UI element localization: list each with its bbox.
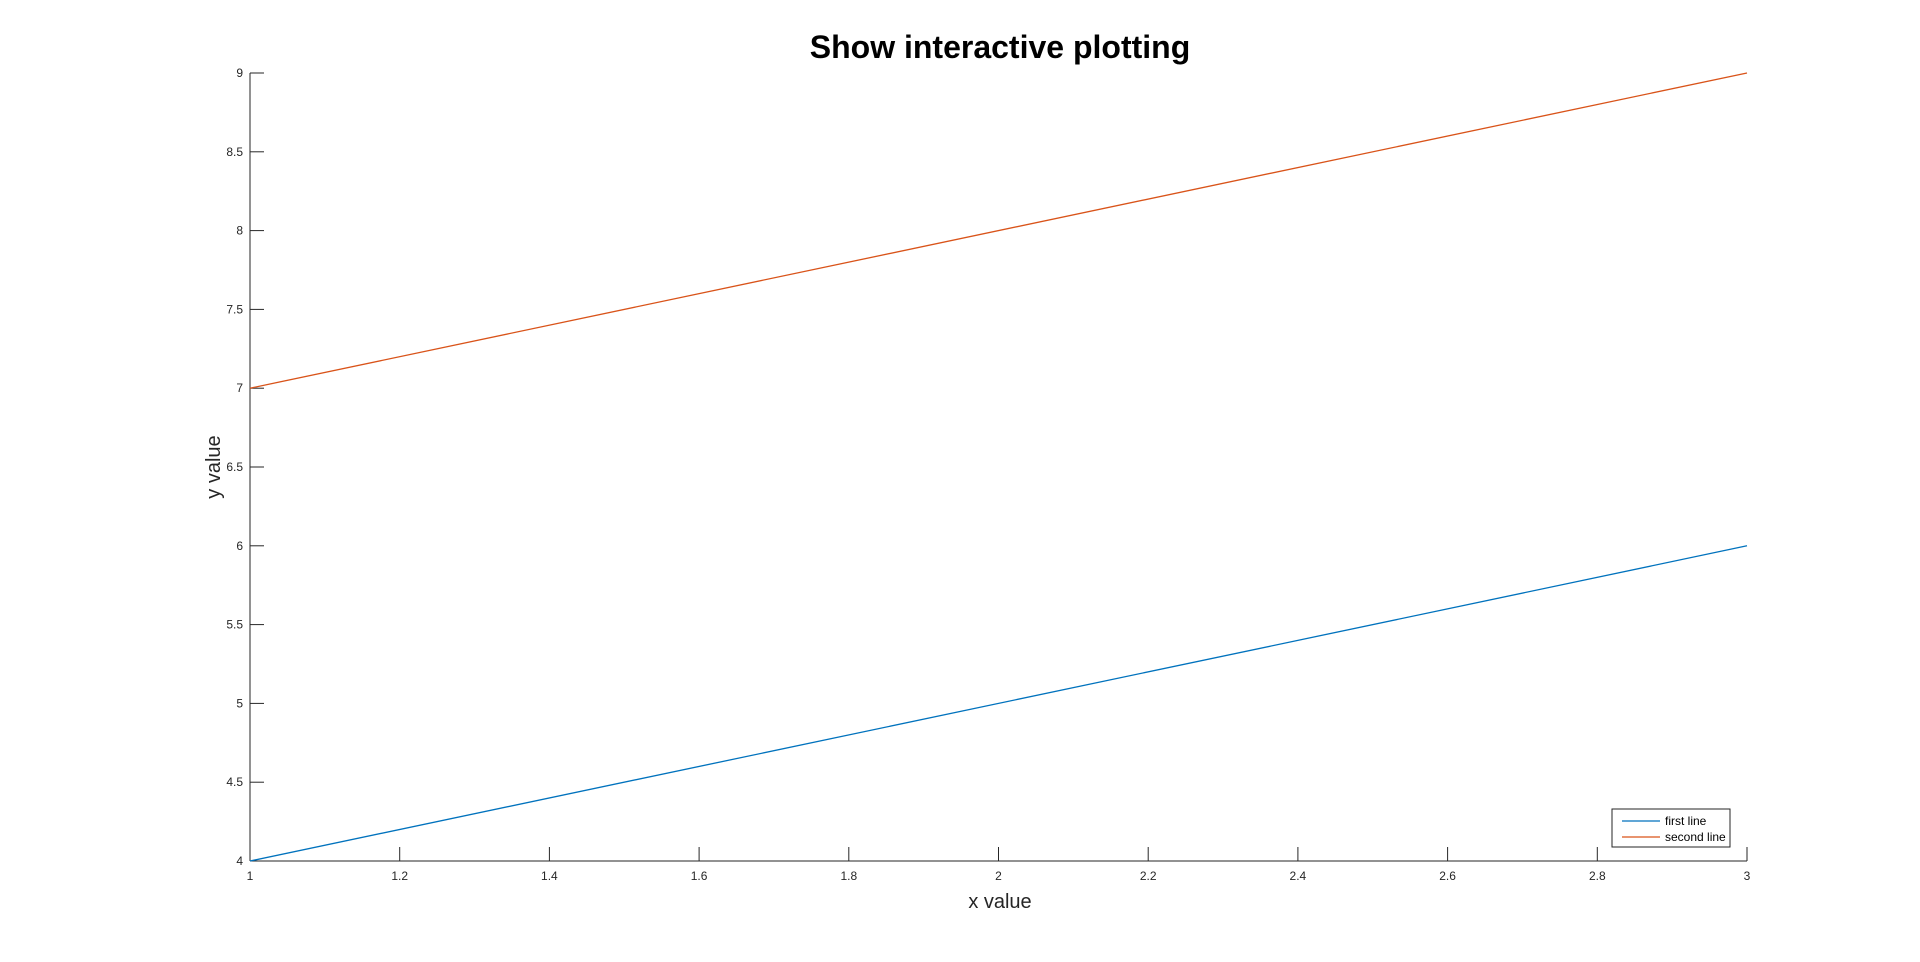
x-tick-label: 2.2 (1140, 869, 1157, 883)
y-tick-label: 8 (236, 224, 243, 238)
x-tick-label: 2.4 (1290, 869, 1307, 883)
y-tick-label: 9 (236, 66, 243, 80)
y-tick-label: 7.5 (226, 302, 243, 316)
y-tick-label: 6 (236, 539, 243, 553)
chart-title: Show interactive plotting (810, 29, 1190, 65)
series-line-second-line[interactable] (249, 72, 1748, 389)
y-axis-label: y value (203, 435, 225, 498)
legend[interactable]: first line second line (1611, 808, 1731, 848)
legend-entry-label: first line (1665, 814, 1707, 828)
x-axis-label: x value (968, 891, 1031, 913)
x-tick-label: 3 (1744, 869, 1751, 883)
x-tick-label: 1.6 (691, 869, 708, 883)
legend-entry-label: second line (1665, 830, 1726, 844)
y-tick-label: 5 (236, 696, 243, 710)
y-tick-label: 6.5 (226, 460, 243, 474)
x-tick-label: 2.6 (1439, 869, 1456, 883)
y-tick-label: 5.5 (226, 618, 243, 632)
x-tick-label: 1.4 (541, 869, 558, 883)
plot-lines (249, 72, 1748, 862)
y-tick-label: 8.5 (226, 145, 243, 159)
axes: 1 1.2 1.4 1.6 1.8 2 2.2 2.4 2.6 2.8 3 4 4.5 5 5.5 6 6.5 7… (226, 66, 1750, 883)
y-tick-label: 4 (236, 854, 243, 868)
legend-box (1611, 808, 1731, 848)
y-tick-label: 7 (236, 381, 243, 395)
x-tick-label: 1.2 (391, 869, 408, 883)
x-tick-label: 1 (247, 869, 254, 883)
x-tick-label: 2.8 (1589, 869, 1606, 883)
x-tick-label: 2 (995, 869, 1002, 883)
y-tick-label: 4.5 (226, 775, 243, 789)
series-line-first-line[interactable] (249, 545, 1748, 862)
x-tick-label: 1.8 (840, 869, 857, 883)
